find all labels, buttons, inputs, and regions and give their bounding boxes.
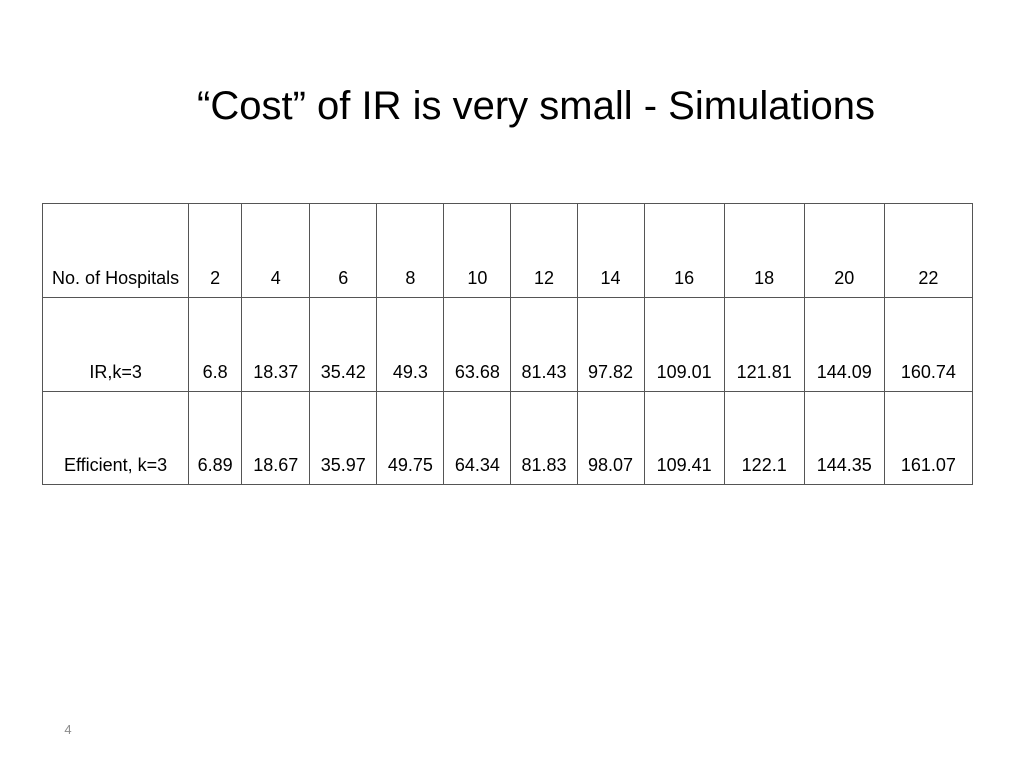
table-cell: 81.83 bbox=[510, 391, 578, 485]
table-cell: 10 bbox=[443, 203, 512, 298]
slide-title: “Cost” of IR is very small - Simulations bbox=[197, 84, 875, 128]
table-row-ir: IR,k=3 6.8 18.37 35.42 49.3 63.68 81.43 … bbox=[41, 297, 974, 392]
table-cell: 144.09 bbox=[803, 297, 885, 392]
table-cell: 64.34 bbox=[443, 391, 512, 485]
table-cell: 18.67 bbox=[241, 391, 311, 485]
table-cell: 14 bbox=[576, 203, 645, 298]
table-cell: 109.01 bbox=[643, 297, 725, 392]
table-cell: 18 bbox=[723, 203, 805, 298]
simulation-table: No. of Hospitals 2 4 6 8 10 12 14 16 18 … bbox=[41, 203, 974, 485]
table-cell: 109.41 bbox=[643, 391, 725, 485]
table-cell: 98.07 bbox=[576, 391, 645, 485]
table-row-hospitals: No. of Hospitals 2 4 6 8 10 12 14 16 18 … bbox=[41, 203, 974, 298]
table-cell: 6.8 bbox=[188, 297, 243, 392]
row-header-efficient: Efficient, k=3 bbox=[41, 391, 190, 485]
row-header-ir: IR,k=3 bbox=[41, 297, 190, 392]
table-cell: 2 bbox=[188, 203, 243, 298]
table-cell: 49.75 bbox=[376, 391, 445, 485]
table-cell: 49.3 bbox=[376, 297, 445, 392]
table-cell: 97.82 bbox=[576, 297, 645, 392]
table-cell: 81.43 bbox=[510, 297, 578, 392]
table-cell: 122.1 bbox=[723, 391, 805, 485]
table-cell: 35.42 bbox=[309, 297, 378, 392]
table-cell: 8 bbox=[376, 203, 445, 298]
row-header-hospitals: No. of Hospitals bbox=[41, 203, 190, 298]
table-cell: 160.74 bbox=[883, 297, 974, 392]
table-cell: 16 bbox=[643, 203, 725, 298]
table-cell: 35.97 bbox=[309, 391, 378, 485]
table-row-efficient: Efficient, k=3 6.89 18.67 35.97 49.75 64… bbox=[41, 391, 974, 485]
table-cell: 6 bbox=[309, 203, 378, 298]
table-cell: 18.37 bbox=[241, 297, 311, 392]
table-cell: 121.81 bbox=[723, 297, 805, 392]
table-cell: 6.89 bbox=[188, 391, 243, 485]
table-cell: 4 bbox=[241, 203, 311, 298]
page-number: 4 bbox=[64, 722, 72, 737]
table-cell: 144.35 bbox=[803, 391, 885, 485]
table-cell: 161.07 bbox=[883, 391, 974, 485]
table-cell: 20 bbox=[803, 203, 885, 298]
table-cell: 22 bbox=[883, 203, 974, 298]
table-cell: 12 bbox=[510, 203, 578, 298]
table-cell: 63.68 bbox=[443, 297, 512, 392]
